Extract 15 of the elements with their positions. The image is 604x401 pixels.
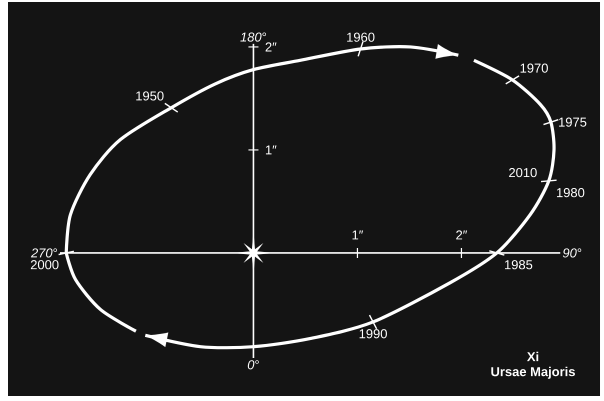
text: Xi: [526, 352, 538, 362]
annotation: 1985: [504, 260, 532, 270]
annotation: 1950: [136, 91, 164, 101]
text: 90°: [562, 248, 582, 258]
text: 0°: [248, 360, 259, 370]
text: 270°: [30, 248, 58, 258]
text: Ursae Majoris: [491, 366, 575, 379]
text: 180°: [240, 32, 266, 42]
annotation: 2010: [509, 168, 537, 178]
annotation: 2000: [30, 260, 59, 270]
annotation: 1960: [347, 32, 374, 42]
annotation: 1975: [559, 118, 586, 127]
annotation: 1980: [556, 188, 584, 198]
annotation: 1990: [360, 329, 387, 338]
annotation: 1970: [520, 64, 548, 73]
